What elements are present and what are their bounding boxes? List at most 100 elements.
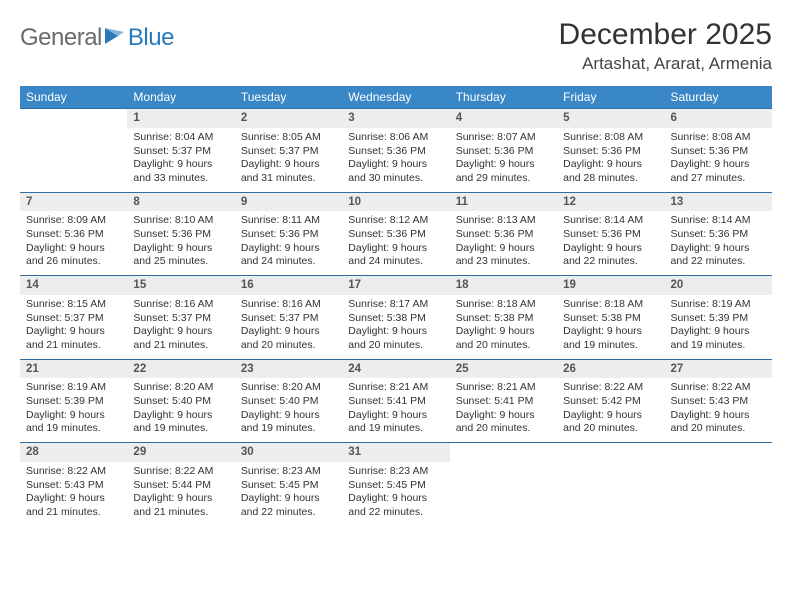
day-number-cell	[557, 443, 664, 462]
daylight-text: Daylight: 9 hours	[563, 409, 658, 423]
daylight-text: Daylight: 9 hours	[348, 409, 443, 423]
sunset-text: Sunset: 5:43 PM	[671, 395, 766, 409]
day-number-cell: 27	[665, 359, 772, 378]
sunrise-text: Sunrise: 8:18 AM	[563, 298, 658, 312]
daylight-text-2: and 21 minutes.	[26, 339, 121, 353]
day-content-row: Sunrise: 8:15 AMSunset: 5:37 PMDaylight:…	[20, 295, 772, 359]
daylight-text: Daylight: 9 hours	[26, 409, 121, 423]
daylight-text: Daylight: 9 hours	[241, 325, 336, 339]
daylight-text-2: and 23 minutes.	[456, 255, 551, 269]
sunset-text: Sunset: 5:36 PM	[671, 145, 766, 159]
sunrise-text: Sunrise: 8:11 AM	[241, 214, 336, 228]
day-number-cell: 6	[665, 109, 772, 128]
daylight-text: Daylight: 9 hours	[26, 492, 121, 506]
daylight-text-2: and 21 minutes.	[26, 506, 121, 520]
daylight-text: Daylight: 9 hours	[133, 242, 228, 256]
brand-word2: Blue	[128, 24, 174, 52]
day-content-cell: Sunrise: 8:15 AMSunset: 5:37 PMDaylight:…	[20, 295, 127, 359]
sunrise-text: Sunrise: 8:09 AM	[26, 214, 121, 228]
sunset-text: Sunset: 5:36 PM	[671, 228, 766, 242]
daylight-text-2: and 25 minutes.	[133, 255, 228, 269]
day-number-cell	[20, 109, 127, 128]
sunrise-text: Sunrise: 8:06 AM	[348, 131, 443, 145]
sunset-text: Sunset: 5:42 PM	[563, 395, 658, 409]
sunset-text: Sunset: 5:37 PM	[133, 145, 228, 159]
daylight-text: Daylight: 9 hours	[26, 325, 121, 339]
sunrise-text: Sunrise: 8:22 AM	[563, 381, 658, 395]
day-content-cell: Sunrise: 8:10 AMSunset: 5:36 PMDaylight:…	[127, 211, 234, 275]
day-number-cell	[665, 443, 772, 462]
day-content-cell: Sunrise: 8:18 AMSunset: 5:38 PMDaylight:…	[450, 295, 557, 359]
day-number-cell: 28	[20, 443, 127, 462]
daylight-text: Daylight: 9 hours	[671, 325, 766, 339]
daylight-text: Daylight: 9 hours	[241, 158, 336, 172]
day-number-cell: 16	[235, 276, 342, 295]
sunrise-text: Sunrise: 8:08 AM	[671, 131, 766, 145]
day-number-cell: 19	[557, 276, 664, 295]
sunrise-text: Sunrise: 8:18 AM	[456, 298, 551, 312]
daylight-text-2: and 19 minutes.	[671, 339, 766, 353]
daylight-text-2: and 24 minutes.	[241, 255, 336, 269]
daylight-text-2: and 19 minutes.	[348, 422, 443, 436]
daylight-text: Daylight: 9 hours	[133, 409, 228, 423]
day-content-row: Sunrise: 8:22 AMSunset: 5:43 PMDaylight:…	[20, 462, 772, 526]
daylight-text-2: and 33 minutes.	[133, 172, 228, 186]
day-content-cell: Sunrise: 8:20 AMSunset: 5:40 PMDaylight:…	[235, 378, 342, 442]
day-number-cell: 13	[665, 192, 772, 211]
sunrise-text: Sunrise: 8:14 AM	[671, 214, 766, 228]
daylight-text: Daylight: 9 hours	[348, 242, 443, 256]
day-number-cell: 15	[127, 276, 234, 295]
daylight-text: Daylight: 9 hours	[456, 242, 551, 256]
day-number-cell: 1	[127, 109, 234, 128]
day-content-cell: Sunrise: 8:13 AMSunset: 5:36 PMDaylight:…	[450, 211, 557, 275]
day-number-cell: 9	[235, 192, 342, 211]
sunset-text: Sunset: 5:38 PM	[456, 312, 551, 326]
day-content-row: Sunrise: 8:09 AMSunset: 5:36 PMDaylight:…	[20, 211, 772, 275]
daylight-text: Daylight: 9 hours	[456, 409, 551, 423]
day-number-cell: 12	[557, 192, 664, 211]
day-number-row: 28293031	[20, 443, 772, 462]
sunset-text: Sunset: 5:36 PM	[241, 228, 336, 242]
daylight-text-2: and 28 minutes.	[563, 172, 658, 186]
weekday-header: Thursday	[450, 86, 557, 109]
weekday-header: Monday	[127, 86, 234, 109]
day-number-cell: 4	[450, 109, 557, 128]
daylight-text-2: and 27 minutes.	[671, 172, 766, 186]
sunrise-text: Sunrise: 8:13 AM	[456, 214, 551, 228]
daylight-text: Daylight: 9 hours	[133, 325, 228, 339]
sunrise-text: Sunrise: 8:22 AM	[133, 465, 228, 479]
daylight-text-2: and 30 minutes.	[348, 172, 443, 186]
sunrise-text: Sunrise: 8:19 AM	[671, 298, 766, 312]
month-title: December 2025	[559, 18, 772, 52]
daylight-text: Daylight: 9 hours	[671, 409, 766, 423]
sunrise-text: Sunrise: 8:23 AM	[348, 465, 443, 479]
sunset-text: Sunset: 5:36 PM	[563, 145, 658, 159]
day-content-cell	[450, 462, 557, 526]
day-number-row: 14151617181920	[20, 276, 772, 295]
daylight-text: Daylight: 9 hours	[348, 325, 443, 339]
sunrise-text: Sunrise: 8:21 AM	[456, 381, 551, 395]
day-content-row: Sunrise: 8:04 AMSunset: 5:37 PMDaylight:…	[20, 128, 772, 192]
daylight-text: Daylight: 9 hours	[563, 242, 658, 256]
calendar-page: General Blue December 2025 Artashat, Ara…	[0, 0, 792, 536]
day-number-cell: 18	[450, 276, 557, 295]
day-content-cell: Sunrise: 8:22 AMSunset: 5:43 PMDaylight:…	[665, 378, 772, 442]
day-content-cell: Sunrise: 8:17 AMSunset: 5:38 PMDaylight:…	[342, 295, 449, 359]
day-content-cell: Sunrise: 8:23 AMSunset: 5:45 PMDaylight:…	[235, 462, 342, 526]
daylight-text-2: and 21 minutes.	[133, 506, 228, 520]
daylight-text: Daylight: 9 hours	[671, 242, 766, 256]
day-number-cell: 22	[127, 359, 234, 378]
sunrise-text: Sunrise: 8:22 AM	[26, 465, 121, 479]
day-number-cell: 26	[557, 359, 664, 378]
sunrise-text: Sunrise: 8:15 AM	[26, 298, 121, 312]
sunrise-text: Sunrise: 8:16 AM	[241, 298, 336, 312]
day-number-cell: 5	[557, 109, 664, 128]
daylight-text-2: and 22 minutes.	[563, 255, 658, 269]
day-number-row: 78910111213	[20, 192, 772, 211]
day-content-cell: Sunrise: 8:21 AMSunset: 5:41 PMDaylight:…	[342, 378, 449, 442]
daylight-text-2: and 20 minutes.	[456, 339, 551, 353]
day-content-cell: Sunrise: 8:19 AMSunset: 5:39 PMDaylight:…	[665, 295, 772, 359]
day-content-cell: Sunrise: 8:22 AMSunset: 5:42 PMDaylight:…	[557, 378, 664, 442]
sunset-text: Sunset: 5:40 PM	[133, 395, 228, 409]
daylight-text-2: and 20 minutes.	[563, 422, 658, 436]
